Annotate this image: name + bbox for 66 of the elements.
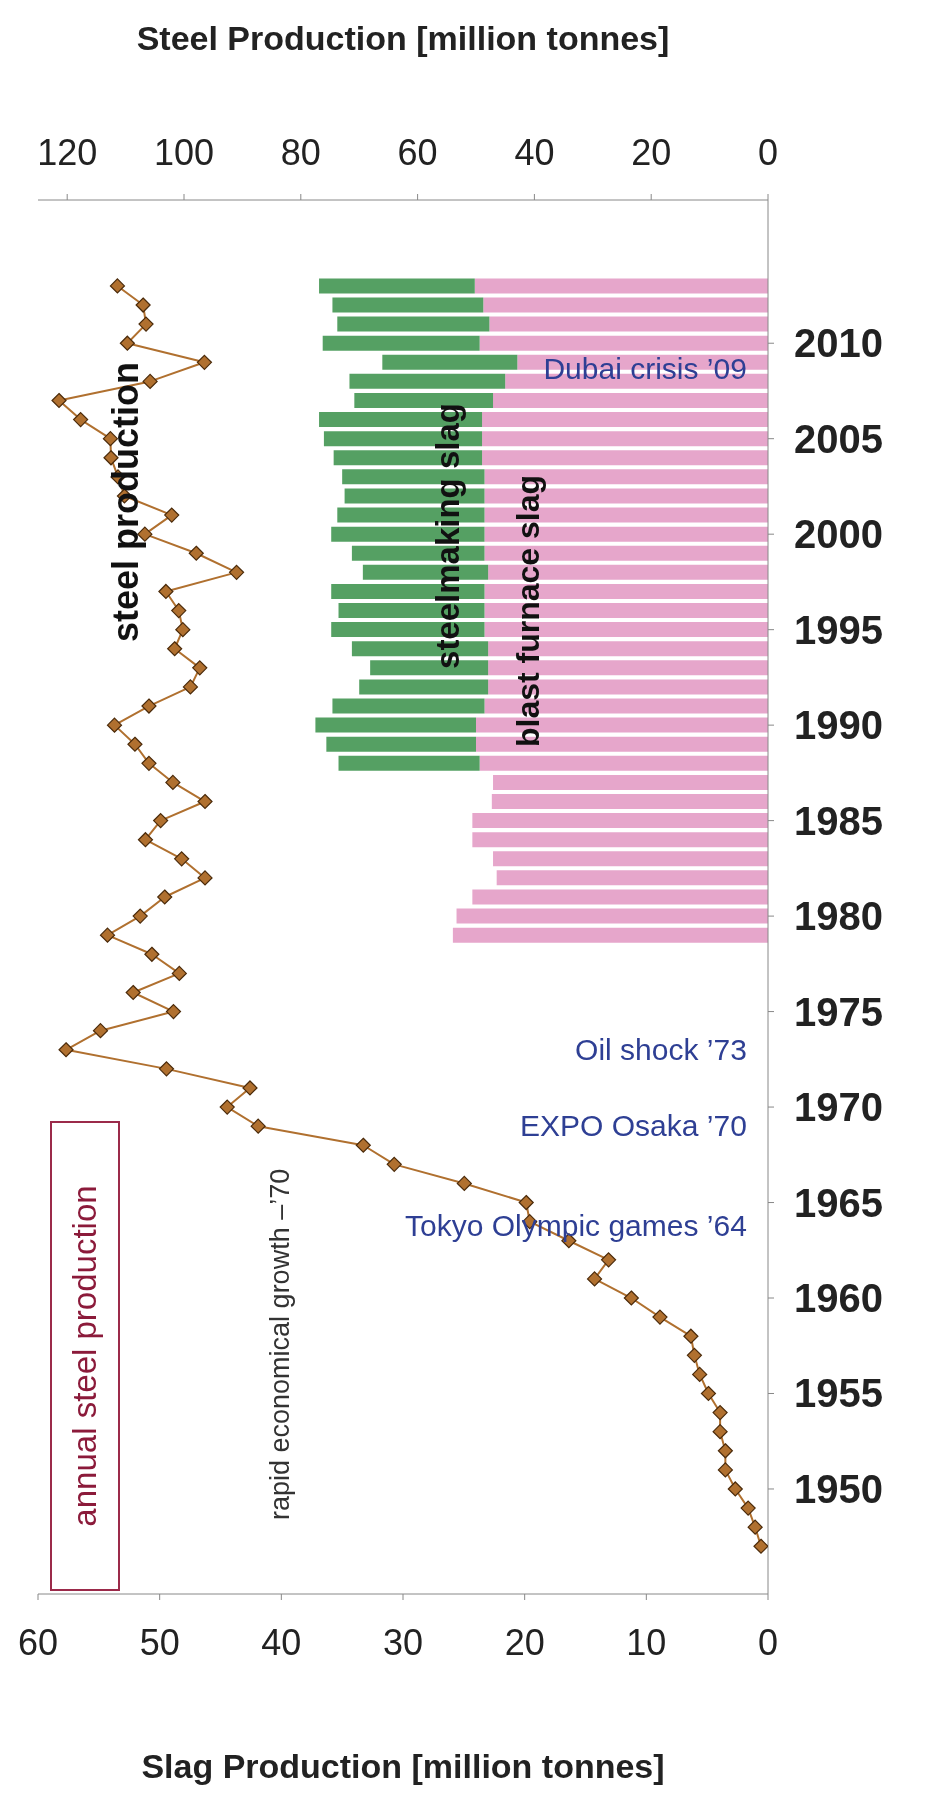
y-tick-label: 1995 bbox=[794, 607, 883, 652]
x-tick-label: 60 bbox=[17, 1621, 59, 1663]
y-tick-label: 1970 bbox=[794, 1085, 883, 1130]
x-tick-label: 20 bbox=[504, 1621, 545, 1663]
bar bbox=[472, 832, 768, 848]
bar bbox=[326, 736, 476, 752]
bar bbox=[349, 373, 506, 389]
bar bbox=[452, 927, 768, 943]
x-tick-label: 10 bbox=[626, 1621, 667, 1663]
bar bbox=[382, 354, 518, 370]
bar bbox=[489, 316, 768, 332]
bar bbox=[338, 755, 480, 771]
bar bbox=[491, 793, 768, 809]
bar bbox=[456, 908, 768, 924]
bar bbox=[359, 679, 489, 695]
x2-tick-label: 80 bbox=[280, 131, 321, 173]
x-axis-title: Slag Production [million tonnes] bbox=[141, 1746, 665, 1786]
series-label: steelmaking slag bbox=[428, 402, 467, 669]
annotation: rapid economical growth –’70 bbox=[264, 1168, 296, 1521]
bar bbox=[474, 278, 768, 294]
x2-tick-label: 100 bbox=[153, 131, 215, 173]
y-tick-label: 1975 bbox=[794, 989, 883, 1034]
x2-tick-label: 60 bbox=[397, 131, 438, 173]
bar bbox=[493, 774, 768, 790]
x-tick-label: 40 bbox=[261, 1621, 302, 1663]
y-tick-label: 1955 bbox=[794, 1371, 883, 1416]
bar bbox=[493, 851, 768, 867]
x-tick-label: 0 bbox=[757, 1621, 779, 1663]
bar bbox=[479, 755, 768, 771]
y-tick-label: 2000 bbox=[794, 512, 883, 557]
y-tick-label: 1965 bbox=[794, 1180, 883, 1225]
y-tick-label: 2005 bbox=[794, 416, 883, 461]
y-tick-label: 1985 bbox=[794, 798, 883, 843]
bar bbox=[472, 889, 768, 905]
annotation: Dubai crisis ’09 bbox=[543, 351, 747, 386]
bar bbox=[332, 698, 485, 714]
x2-tick-label: 40 bbox=[514, 131, 555, 173]
text: steel production bbox=[104, 362, 147, 643]
bar bbox=[482, 431, 768, 447]
bar bbox=[322, 335, 480, 351]
bar bbox=[332, 297, 484, 313]
bar bbox=[483, 297, 768, 313]
y-tick-label: 1950 bbox=[794, 1466, 883, 1511]
bar bbox=[315, 717, 476, 733]
bar bbox=[482, 412, 768, 428]
bar bbox=[337, 316, 490, 332]
bar bbox=[493, 392, 768, 408]
bar bbox=[479, 335, 768, 351]
bar bbox=[482, 450, 768, 466]
x2-tick-label: 20 bbox=[631, 131, 672, 173]
x2-tick-label: 0 bbox=[757, 131, 779, 173]
bar bbox=[496, 870, 768, 886]
x2-axis-title: Steel Production [million tonnes] bbox=[136, 18, 670, 58]
y-tick-label: 1980 bbox=[794, 894, 883, 939]
y-tick-label: 1990 bbox=[794, 703, 883, 748]
x-tick-label: 50 bbox=[139, 1621, 180, 1663]
bar bbox=[319, 278, 475, 294]
y-tick-label: 1960 bbox=[794, 1276, 883, 1321]
title-frame: annual steel production bbox=[50, 1121, 121, 1592]
y-tick-label: 2010 bbox=[794, 321, 883, 366]
x-tick-label: 30 bbox=[382, 1621, 424, 1663]
x2-tick-label: 120 bbox=[37, 131, 98, 173]
bar bbox=[472, 813, 768, 829]
series-label: blast furnace slag bbox=[509, 475, 547, 748]
annotation: Oil shock ’73 bbox=[575, 1033, 747, 1068]
annotation: EXPO Osaka ’70 bbox=[520, 1108, 747, 1143]
